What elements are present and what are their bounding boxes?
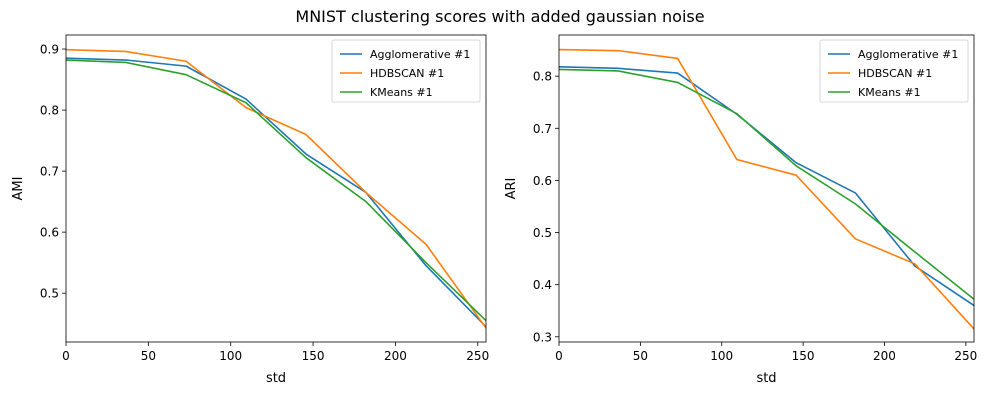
y-tick-label: 0.8	[40, 104, 59, 118]
plot-frame	[558, 34, 975, 343]
x-tick-label: 100	[219, 349, 242, 363]
series-line-2	[66, 59, 486, 322]
legend-box	[331, 39, 481, 103]
figure-title: MNIST clustering scores with added gauss…	[295, 7, 704, 26]
ami-chart: 0 50 100 150 200 250 0.5 0.6 0.7 0.8 0.9 std AMI Aggl…	[11, 34, 489, 386]
legend-box	[819, 39, 969, 103]
series-line-1	[66, 48, 486, 330]
x-tick-label: 200	[384, 349, 407, 363]
legend-entry: HDBSCAN #1	[370, 67, 444, 80]
x-tick-label: 150	[792, 349, 815, 363]
x-tick-label: 250	[954, 349, 977, 363]
x-tick-label: 50	[633, 349, 648, 363]
x-tick-label: 0	[62, 349, 70, 363]
legend-entry: HDBSCAN #1	[858, 67, 932, 80]
y-tick-label: 0.9	[40, 43, 59, 57]
y-tick-label: 0.7	[40, 165, 59, 179]
plot-frame	[65, 34, 487, 343]
x-axis-label: std	[756, 371, 776, 386]
legend-entry: Agglomerative #1	[370, 48, 470, 61]
legend: Agglomerative #1 HDBSCAN #1 KMeans #1	[819, 39, 969, 103]
y-tick-label: 0.5	[533, 226, 552, 240]
series-lines	[559, 48, 974, 331]
y-axis-label: ARI	[504, 178, 519, 200]
ari-chart: 0 50 100 150 200 250 0.3 0.4 0.5 0.6 0.7 0.8 std ARI A…	[504, 34, 977, 386]
legend-entry: KMeans #1	[858, 86, 921, 99]
y-tick-label: 0.3	[533, 330, 552, 344]
y-tick-label: 0.8	[533, 70, 552, 84]
y-tick-label: 0.6	[533, 174, 552, 188]
y-tick-label: 0.6	[40, 226, 59, 240]
legend-entry: Agglomerative #1	[858, 48, 958, 61]
x-tick-label: 100	[710, 349, 733, 363]
series-line-1	[559, 48, 974, 331]
x-tick-label: 0	[555, 349, 563, 363]
y-tick-label: 0.4	[533, 278, 552, 292]
y-axis-label: AMI	[11, 177, 26, 201]
series-line-2	[559, 68, 974, 301]
y-tick-label: 0.5	[40, 287, 59, 301]
x-tick-label: 250	[466, 349, 489, 363]
y-tick-label: 0.7	[533, 122, 552, 136]
legend: Agglomerative #1 HDBSCAN #1 KMeans #1	[331, 39, 481, 103]
series-line-0	[559, 65, 974, 307]
legend-entry: KMeans #1	[370, 86, 433, 99]
x-tick-label: 200	[873, 349, 896, 363]
x-tick-label: 150	[302, 349, 325, 363]
x-axis-label: std	[266, 371, 286, 386]
series-lines	[66, 48, 486, 330]
x-tick-label: 50	[141, 349, 156, 363]
